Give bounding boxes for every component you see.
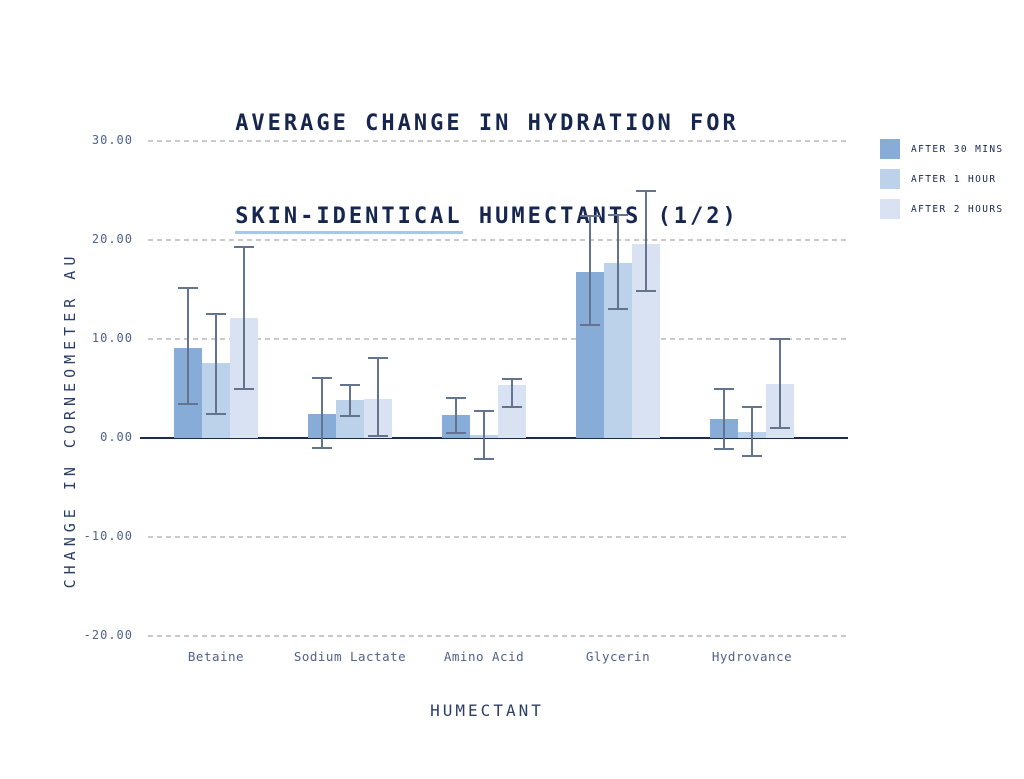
legend-swatch <box>880 199 900 219</box>
error-bar-cap <box>714 447 734 450</box>
error-bar-cap <box>714 387 734 390</box>
error-bar-cap <box>502 377 522 380</box>
error-bar-cap <box>234 388 254 391</box>
error-bar-stem <box>455 398 457 434</box>
gridline <box>148 140 848 142</box>
error-bar-cap <box>312 446 332 449</box>
error-bar-cap <box>206 313 226 316</box>
error-bar-cap <box>580 215 600 218</box>
plot-area <box>140 140 848 637</box>
error-bar-cap <box>446 432 466 435</box>
error-bar-stem <box>751 407 753 456</box>
legend-item: AFTER 2 HOURS <box>880 199 1004 219</box>
error-bar-stem <box>483 411 485 459</box>
y-tick-label: -10.00 <box>83 529 133 543</box>
chart-title-line1: AVERAGE CHANGE IN HYDRATION FOR <box>235 111 739 136</box>
error-bar-cap <box>636 190 656 193</box>
y-tick-label: -20.00 <box>83 628 133 642</box>
error-bar-cap <box>580 324 600 327</box>
x-category-label: Sodium Lactate <box>293 649 407 664</box>
legend-label: AFTER 30 MINS <box>911 143 1004 155</box>
x-category-label: Betaine <box>187 649 245 664</box>
x-category-label: Amino Acid <box>443 649 525 664</box>
error-bar-cap <box>636 290 656 293</box>
chart-title-underlined-text: SKIN-IDENTICAL <box>235 204 463 234</box>
error-bar-stem <box>349 384 351 417</box>
error-bar-stem <box>243 246 245 390</box>
error-bar-stem <box>779 339 781 429</box>
error-bar-cap <box>474 457 494 460</box>
legend-swatch <box>880 169 900 189</box>
y-tick-label: 10.00 <box>91 331 133 345</box>
gridline <box>148 239 848 241</box>
error-bar-cap <box>368 435 388 438</box>
error-bar-cap <box>770 427 790 430</box>
error-bar-cap <box>446 397 466 400</box>
error-bar-stem <box>723 388 725 449</box>
gridline <box>148 338 848 340</box>
legend-label: AFTER 1 HOUR <box>911 173 997 185</box>
legend-label: AFTER 2 HOURS <box>911 203 1004 215</box>
error-bar-cap <box>608 308 628 311</box>
error-bar-cap <box>502 406 522 409</box>
error-bar-stem <box>187 287 189 405</box>
error-bar-stem <box>589 216 591 326</box>
error-bar-cap <box>770 338 790 340</box>
x-category-label: Glycerin <box>585 649 651 664</box>
error-bar-cap <box>742 454 762 457</box>
error-bar-cap <box>234 245 254 248</box>
legend-item: AFTER 30 MINS <box>880 139 1004 159</box>
chart-title-line2-rest: HUMECTANTS (1/2) <box>462 204 739 229</box>
error-bar-cap <box>340 415 360 418</box>
error-bar-cap <box>340 383 360 386</box>
error-bar-stem <box>377 357 379 436</box>
legend-item: AFTER 1 HOUR <box>880 169 1004 189</box>
error-bar-stem <box>215 314 217 415</box>
chart-title-line2: SKIN-IDENTICAL HUMECTANTS (1/2) <box>0 201 974 234</box>
legend-swatch <box>880 139 900 159</box>
y-tick-label: 30.00 <box>91 133 133 147</box>
error-bar-cap <box>474 410 494 413</box>
y-tick-label: 20.00 <box>91 232 133 246</box>
zero-axis-line <box>140 437 848 439</box>
x-axis-title: HUMECTANT <box>430 701 544 720</box>
x-category-label: Hydrovance <box>711 649 793 664</box>
error-bar-stem <box>321 377 323 448</box>
y-tick-label: 0.00 <box>100 430 133 444</box>
error-bar-stem <box>617 215 619 310</box>
error-bar-cap <box>206 413 226 416</box>
error-bar-cap <box>608 214 628 217</box>
error-bar-cap <box>178 403 198 406</box>
legend: AFTER 30 MINS AFTER 1 HOUR AFTER 2 HOURS <box>880 139 1004 229</box>
error-bar-cap <box>312 376 332 379</box>
gridline <box>148 635 848 637</box>
gridline <box>148 536 848 538</box>
error-bar-stem <box>511 378 513 408</box>
chart-title: AVERAGE CHANGE IN HYDRATION FOR SKIN-IDE… <box>0 46 974 294</box>
error-bar-cap <box>178 286 198 289</box>
error-bar-cap <box>742 406 762 409</box>
error-bar-stem <box>645 191 647 292</box>
error-bar-cap <box>368 356 388 359</box>
